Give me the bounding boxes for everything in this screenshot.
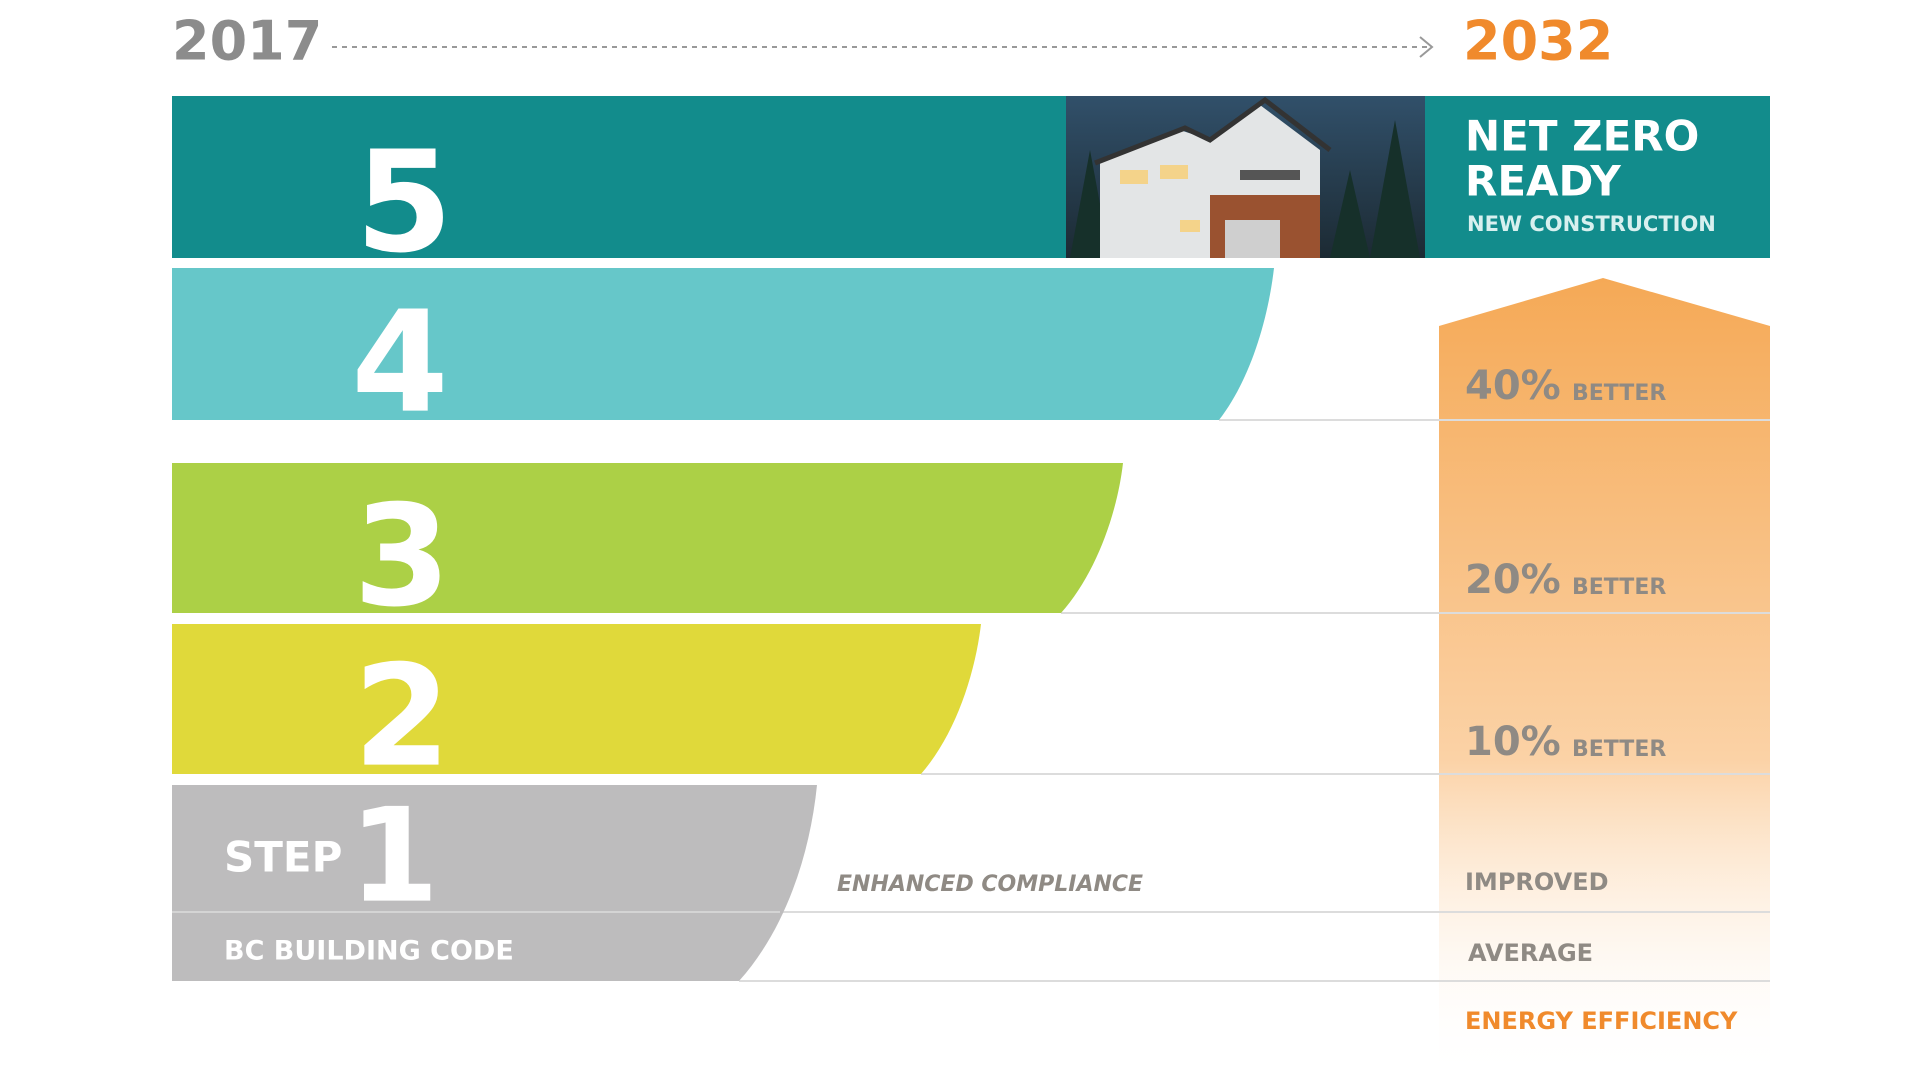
start-year: 2017 bbox=[172, 10, 322, 73]
step-prefix: STEP bbox=[224, 833, 342, 882]
percent: 10% bbox=[1465, 719, 1561, 765]
average: AVERAGE bbox=[1468, 939, 1593, 967]
step-2-band bbox=[172, 624, 981, 774]
better: BETTER bbox=[1572, 575, 1666, 600]
step-number: 5 bbox=[355, 122, 452, 285]
house-photo bbox=[1066, 96, 1425, 258]
step-number: 2 bbox=[353, 636, 450, 799]
step-1-band bbox=[172, 785, 817, 981]
efficiency-caption: ENERGY EFFICIENCY bbox=[1465, 1007, 1738, 1035]
step-number: 4 bbox=[351, 282, 448, 445]
top-subtitle: NEW CONSTRUCTION bbox=[1467, 212, 1716, 236]
end-year: 2032 bbox=[1463, 10, 1613, 73]
step-number: 3 bbox=[353, 476, 450, 639]
step-5-band bbox=[172, 96, 1770, 258]
arrow-head bbox=[1419, 36, 1434, 58]
improved: IMPROVED bbox=[1465, 868, 1609, 896]
better: BETTER bbox=[1572, 737, 1666, 762]
step-note: ENHANCED COMPLIANCE bbox=[837, 872, 1143, 897]
step-number: 1 bbox=[349, 780, 439, 932]
better: BETTER bbox=[1572, 381, 1666, 406]
efficiency-arrow bbox=[1439, 278, 1770, 1080]
top-title: READY bbox=[1465, 157, 1621, 206]
step-3-band bbox=[172, 463, 1123, 613]
step-4-band bbox=[172, 268, 1274, 420]
top-title: NET ZERO bbox=[1465, 112, 1699, 161]
percent: 40% bbox=[1465, 363, 1561, 409]
step-label: BC BUILDING CODE bbox=[224, 936, 514, 967]
percent: 20% bbox=[1465, 557, 1561, 603]
